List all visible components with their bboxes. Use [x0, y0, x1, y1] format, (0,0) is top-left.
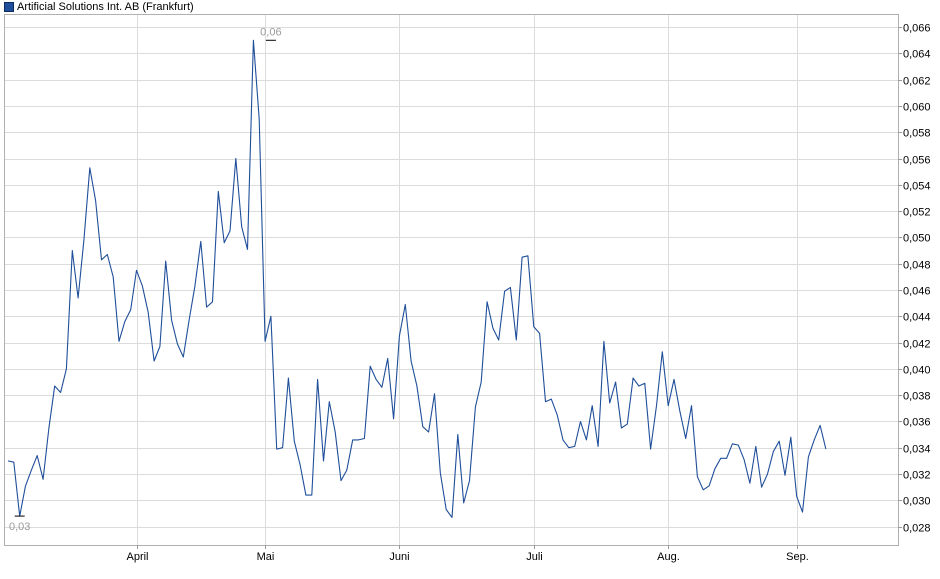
y-tick-label: 0,034	[903, 444, 931, 456]
y-tick-label: 0,038	[903, 391, 931, 403]
x-tick-label: Sep.	[786, 551, 809, 563]
y-tick-label: 0,060	[903, 102, 931, 114]
legend-label: Artificial Solutions Int. AB (Frankfurt)	[17, 1, 194, 13]
y-tick-label: 0,062	[903, 76, 931, 88]
y-axis-ticks: 0,028 0,030 0,032 0,034 0,036 0,038 0,040 0,042…	[898, 23, 931, 535]
y-tick-label: 0,054	[903, 181, 931, 193]
y-tick-label: 0,040	[903, 365, 931, 377]
y-tick-label: 0,066	[903, 23, 931, 35]
price-series-line	[7, 39, 827, 518]
x-tick-label: Aug.	[657, 551, 680, 563]
y-tick-label: 0,036	[903, 417, 931, 429]
y-tick-label: 0,030	[903, 496, 931, 508]
x-tick-label: Juli	[526, 551, 543, 563]
y-tick-label: 0,050	[903, 233, 931, 245]
extreme-label: 0,03	[9, 521, 30, 533]
y-tick-label: 0,048	[903, 260, 931, 272]
y-tick-label: 0,058	[903, 128, 931, 140]
y-tick-label: 0,046	[903, 286, 931, 298]
plot-border	[4, 14, 899, 546]
annotations: 0,06 0,03	[9, 26, 282, 533]
x-tick-label: Juni	[389, 551, 409, 563]
x-tick-label: April	[126, 551, 148, 563]
y-tick-label: 0,028	[903, 523, 931, 535]
y-tick-label: 0,064	[903, 49, 931, 61]
plot-frame	[4, 14, 899, 546]
extreme-label: 0,06	[260, 26, 281, 38]
x-tick-label: Mai	[257, 551, 275, 563]
y-tick-label: 0,044	[903, 312, 931, 324]
legend: Artificial Solutions Int. AB (Frankfurt)	[4, 0, 194, 14]
y-tick-label: 0,052	[903, 207, 931, 219]
y-tick-label: 0,042	[903, 339, 931, 351]
x-axis-ticks: April Mai Juni Juli Aug. Sep.	[126, 545, 809, 563]
grid	[4, 14, 898, 545]
legend-swatch	[4, 2, 14, 12]
y-tick-label: 0,056	[903, 155, 931, 167]
series	[7, 39, 827, 518]
y-tick-label: 0,032	[903, 470, 931, 482]
